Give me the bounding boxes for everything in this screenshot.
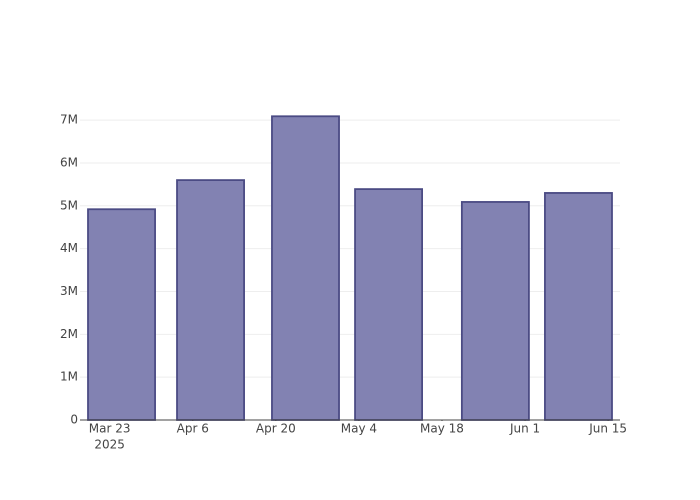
x-tick-label: May 18	[420, 422, 464, 436]
x-tick-label: Apr 20	[256, 422, 296, 436]
bar	[544, 192, 613, 421]
y-tick-label: 0	[70, 413, 78, 427]
bar	[354, 188, 423, 421]
bar	[460, 201, 530, 421]
bar	[87, 208, 156, 421]
x-tick-label: Apr 6	[177, 422, 209, 436]
y-tick-label: 5M	[60, 198, 78, 212]
bar	[176, 179, 245, 421]
x-tick-label: May 4	[341, 422, 377, 436]
x-year-label: 2025	[94, 438, 125, 452]
y-tick-label: 2M	[60, 327, 78, 341]
y-tick-label: 6M	[60, 155, 78, 169]
x-tick-label: Jun 1	[509, 422, 540, 436]
bar	[271, 115, 340, 421]
y-tick-label: 3M	[60, 284, 78, 298]
x-tick-label: Mar 23	[89, 422, 131, 436]
y-tick-label: 1M	[60, 370, 78, 384]
y-tick-label: 4M	[60, 241, 78, 255]
x-tick-label: Jun 15	[588, 422, 627, 436]
y-tick-label: 7M	[60, 113, 78, 127]
